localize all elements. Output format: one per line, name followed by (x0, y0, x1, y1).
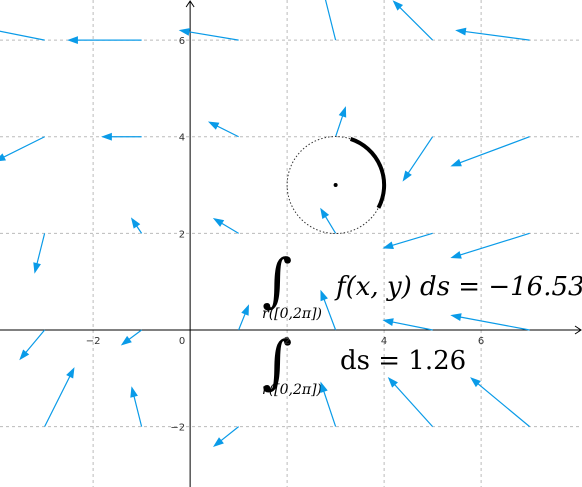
x-tick-label: 2 (284, 336, 290, 347)
vector-arrow (0, 136, 45, 162)
vector-arrow (382, 232, 433, 250)
vector-arrow (450, 136, 530, 167)
vector-arrow (455, 27, 530, 41)
x-tick-label: −2 (86, 336, 101, 347)
y-tick-label: −2 (170, 423, 185, 434)
vector-arrow (33, 233, 46, 274)
center-point (333, 183, 338, 188)
vector-arrow (178, 28, 239, 41)
y-tick-label: 6 (179, 36, 185, 47)
y-tick-label: 4 (179, 133, 185, 144)
vector-arrow (67, 36, 142, 45)
vector-arrow (19, 329, 46, 361)
vector-arrow (320, 207, 337, 234)
vector-arrow (450, 232, 530, 259)
integral-2: ds = 1.26 (340, 346, 466, 376)
vector-arrow (324, 0, 337, 41)
vector-arrow (320, 289, 337, 331)
vector-arrow (387, 376, 434, 428)
vector-arrow (130, 386, 143, 427)
integral-sign: ∫ (262, 328, 292, 396)
vector-arrow (238, 304, 249, 331)
vector-arrow (0, 30, 45, 41)
vector-arrow (207, 121, 239, 138)
y-tick-label: 2 (179, 229, 185, 240)
vector-arrow (130, 217, 143, 234)
vector-arrow (450, 313, 530, 331)
integral-1-subscript: r([0,2π]) (262, 306, 322, 322)
vector-arrow (213, 426, 239, 448)
vector-arrow (382, 318, 433, 331)
vector-arrow (120, 329, 142, 346)
arc (349, 137, 387, 209)
integral-2-subscript: r([0,2π]) (262, 382, 322, 398)
x-tick-label: 6 (478, 336, 484, 347)
x-axis (0, 325, 582, 335)
y-axis (185, 0, 195, 487)
integral-sign: ∫ (262, 246, 292, 314)
x-tick-label: 4 (381, 336, 387, 347)
vector-arrow (335, 106, 347, 137)
vector-arrow (470, 377, 531, 428)
integral-1: f(x, y) ds = −16.53 (334, 272, 582, 302)
vector-arrow (320, 381, 337, 427)
vector-arrow (402, 136, 434, 182)
vector-arrow (44, 367, 75, 427)
vector-arrow (101, 132, 142, 141)
vector-arrow (212, 217, 239, 234)
x-tick-label: 0 (179, 336, 185, 347)
vector-arrow (392, 0, 434, 41)
